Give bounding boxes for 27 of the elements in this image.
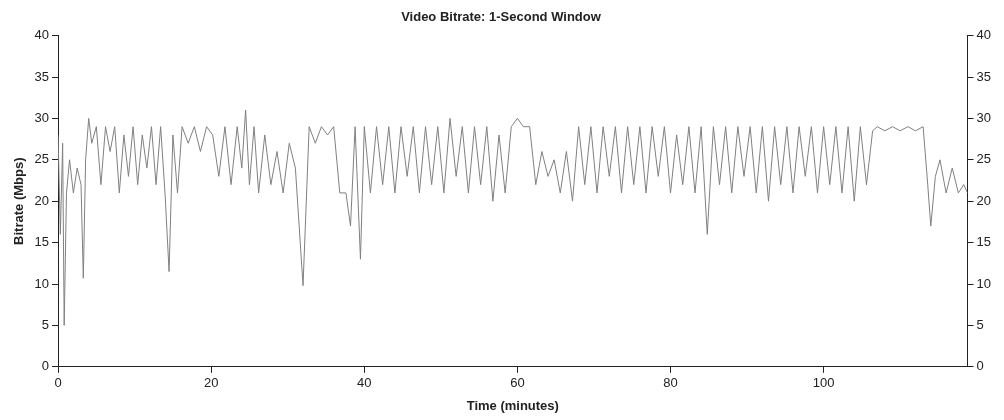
x-tick-label: 20 <box>203 375 219 391</box>
y-tick-label: 15 <box>34 234 50 250</box>
y2-tick-label: 30 <box>976 109 992 125</box>
chart-title: Video Bitrate: 1-Second Window <box>401 9 602 25</box>
y-tick-label: 10 <box>34 275 50 291</box>
x-tick-label: 0 <box>54 375 62 391</box>
x-tick-label: 60 <box>510 375 525 391</box>
y2-tick-label: 15 <box>976 234 992 250</box>
y2-tick-label: 25 <box>976 151 992 167</box>
x-tick-label: 80 <box>663 375 678 391</box>
y2-tick-label: 40 <box>976 27 992 43</box>
y2-tick-label: 5 <box>976 316 984 332</box>
y-axis-title: Bitrate (Mbps) <box>11 157 27 245</box>
y-tick-label: 25 <box>34 151 50 167</box>
y2-tick-label: 10 <box>976 275 992 291</box>
y-tick-label: 5 <box>41 316 50 332</box>
y2-tick-label: 0 <box>976 358 984 374</box>
x-tick-label: 100 <box>812 375 835 391</box>
y2-tick-label: 20 <box>976 192 992 208</box>
y2-tick-label: 35 <box>976 68 992 84</box>
y-tick-label: 20 <box>34 192 50 208</box>
y-tick-label: 40 <box>34 27 50 43</box>
y-tick-label: 30 <box>34 109 50 125</box>
y-tick-label: 0 <box>41 358 50 374</box>
y-tick-label: 35 <box>34 68 50 84</box>
x-axis-title: Time (minutes) <box>466 397 559 413</box>
x-tick-label: 40 <box>357 375 372 391</box>
